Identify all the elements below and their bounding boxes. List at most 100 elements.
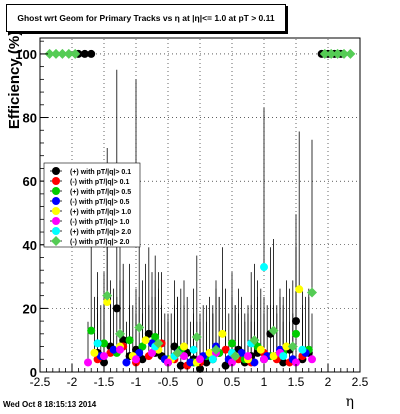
data-point (295, 285, 304, 294)
y-tick-label: 0 (30, 365, 37, 380)
data-point (228, 339, 236, 348)
data-point (102, 290, 113, 301)
x-tick-label: 0 (197, 375, 204, 389)
legend-label: (+) with pT/|q|> 0.5 (70, 189, 131, 196)
data-point (237, 348, 246, 357)
y-tick-label: 60 (23, 174, 37, 189)
data-point (279, 358, 288, 367)
data-point (144, 329, 153, 338)
data-point (218, 329, 227, 338)
data-point (132, 355, 140, 364)
legend-label: (+) with pT/|q|> 2.0 (70, 229, 131, 236)
data-point (292, 317, 300, 326)
legend-marker (51, 236, 61, 246)
y-axis-label: Efficiency (%) (6, 31, 23, 129)
data-point (57, 48, 68, 59)
data-point (191, 332, 202, 343)
legend-marker (52, 207, 60, 215)
data-point (260, 355, 268, 364)
data-point (196, 355, 204, 364)
data-point (80, 49, 89, 58)
data-point (208, 355, 217, 364)
legend-marker (52, 217, 60, 225)
data-point (134, 322, 145, 333)
data-point (116, 345, 124, 354)
data-point (87, 49, 96, 58)
chart-title: Ghost wrt Geom for Primary Tracks vs η a… (17, 13, 275, 23)
data-point (112, 304, 121, 313)
data-point (115, 328, 125, 339)
data-point (279, 352, 288, 361)
data-point (221, 345, 230, 354)
x-tick-label: 2 (325, 375, 332, 389)
data-point (186, 358, 195, 367)
x-axis-label: η (346, 394, 354, 410)
data-point (202, 358, 211, 367)
data-point (84, 358, 92, 367)
data-point (326, 48, 337, 59)
data-point (100, 358, 108, 367)
x-tick-label: -0.5 (158, 375, 179, 389)
data-point (103, 298, 112, 307)
data-point (93, 339, 102, 348)
data-point (151, 333, 160, 342)
data-point (180, 352, 188, 361)
data-point (119, 336, 128, 345)
data-point (153, 338, 164, 349)
data-point (319, 48, 330, 59)
data-point (51, 48, 61, 59)
legend-label: (-) with pT/|q|> 0.1 (70, 179, 129, 186)
data-point (44, 48, 55, 59)
data-point (228, 358, 236, 367)
data-point (122, 358, 131, 367)
data-point (138, 342, 147, 351)
data-point (125, 336, 134, 345)
legend-marker (52, 167, 60, 175)
data-point (189, 345, 198, 354)
data-point (298, 345, 307, 354)
data-point (63, 48, 74, 59)
data-point (269, 352, 278, 361)
data-point (292, 358, 300, 367)
legend-marker (52, 177, 60, 185)
axes: -2.5 -2 -1.5 -1 -0.5 0 0.5 1 1.5 2 2.5 0 20 40 60 80 100… (6, 31, 369, 410)
data-point (170, 342, 179, 351)
data-markers (44, 48, 356, 373)
legend-marker (52, 187, 60, 195)
x-tick-label: -2.5 (30, 375, 51, 389)
data-point (256, 345, 265, 354)
data-point (282, 342, 291, 351)
data-point (100, 352, 108, 361)
x-tick-label: -2 (67, 375, 78, 389)
x-tick-label: -1 (131, 375, 142, 389)
data-point (211, 344, 221, 355)
data-point (249, 335, 260, 346)
y-tick-label: 80 (23, 111, 37, 126)
data-point (230, 351, 241, 362)
x-tick-label: 2.5 (352, 375, 369, 389)
data-point (148, 348, 156, 357)
legend-marker (52, 227, 60, 235)
data-point (172, 347, 183, 358)
data-point (138, 355, 147, 364)
legend-label: (+) with pT/|q|> 1.0 (70, 209, 131, 216)
data-point (90, 348, 99, 357)
data-point (287, 341, 298, 352)
data-point (345, 48, 356, 59)
data-point (332, 48, 343, 59)
legend-label: (-) with pT/|q|> 1.0 (70, 219, 129, 226)
data-point (221, 361, 230, 370)
data-point (260, 263, 268, 272)
x-tick-label: 1.5 (288, 375, 305, 389)
data-point (205, 348, 214, 357)
legend-label: (-) with pT/|q|> 2.0 (70, 239, 129, 246)
x-tick-label: 1 (261, 375, 268, 389)
data-point (180, 342, 188, 351)
legend-box (43, 162, 141, 248)
legend-marker (52, 197, 60, 205)
data-point (250, 358, 259, 367)
y-tick-label: 20 (23, 301, 37, 316)
data-point (70, 48, 81, 59)
y-tick-label: 100 (15, 47, 37, 62)
